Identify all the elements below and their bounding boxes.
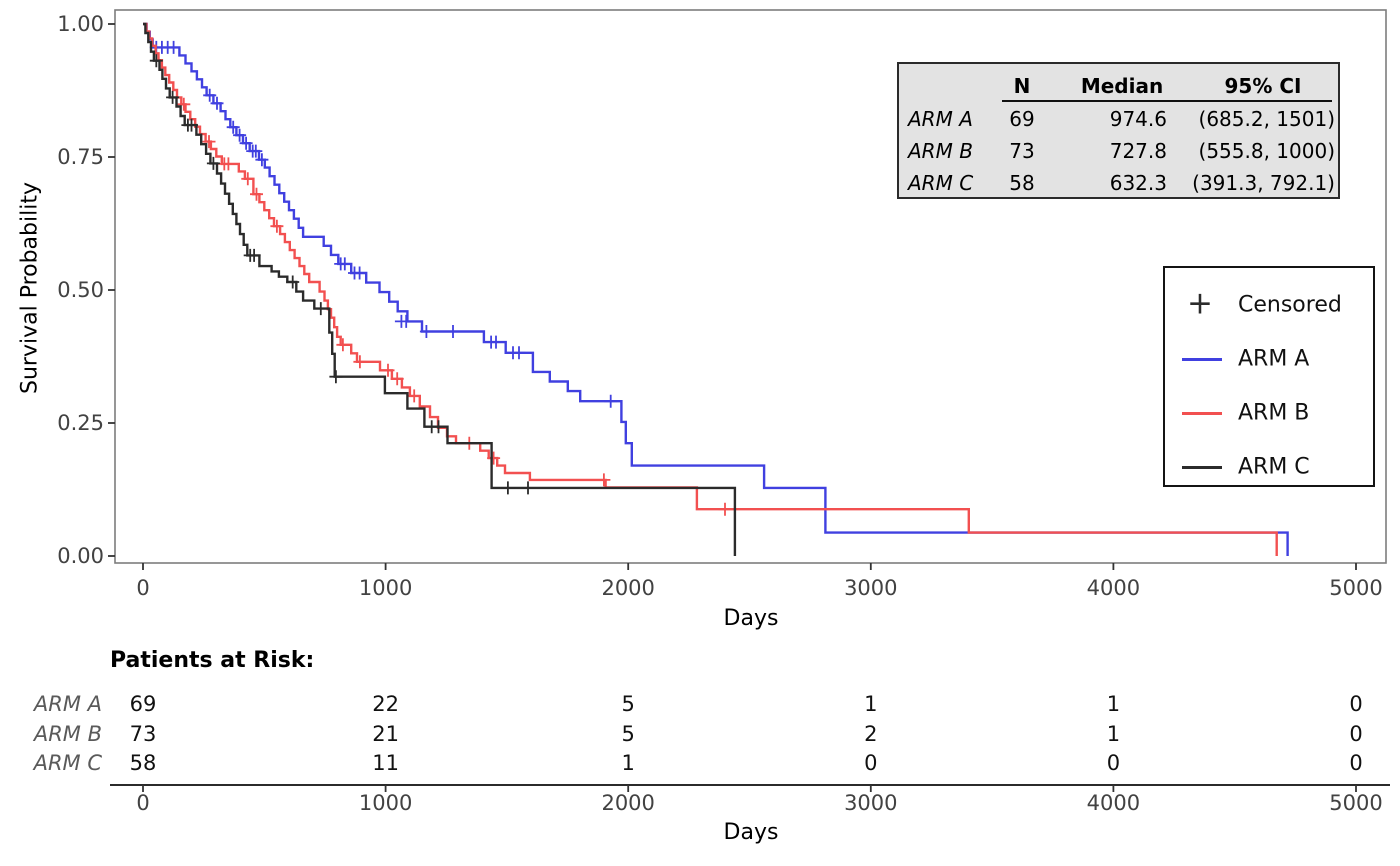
legend-line-swatch	[1182, 357, 1222, 361]
stats-col-header: Median	[1080, 74, 1164, 98]
legend-line-swatch	[1182, 411, 1222, 415]
risk-x-tick-label: 5000	[1329, 791, 1383, 815]
stats-col-header: 95% CI	[1224, 74, 1302, 98]
stats-median-value: 632.3	[1109, 171, 1167, 195]
stats-n-value: 69	[1009, 107, 1035, 131]
risk-count-value: 73	[129, 722, 157, 746]
arm-a-censor-marks	[149, 40, 618, 408]
y-tick-label: 0.75	[57, 145, 104, 169]
legend-arm-label: ARM C	[1238, 454, 1310, 480]
stats-ci-value: (391.3, 792.1)	[1192, 171, 1335, 195]
x-axis-label: Days	[723, 606, 779, 631]
censored-plus-icon: +	[1187, 285, 1213, 322]
risk-count-value: 58	[129, 751, 157, 775]
x-tick-label: 3000	[844, 576, 898, 600]
risk-count-value: 21	[372, 722, 399, 746]
stats-col-header: N	[1013, 74, 1031, 98]
risk-count-value: 0	[1106, 751, 1121, 775]
stats-arm-label: ARM A	[908, 107, 973, 131]
risk-count-value: 1	[621, 751, 635, 775]
stats-ci-value: (685.2, 1501)	[1198, 107, 1335, 131]
y-axis-label: Survival Probability	[17, 182, 43, 394]
x-tick-label: 0	[136, 576, 150, 600]
risk-arm-label: ARM C	[33, 751, 102, 775]
risk-x-tick-label: 0	[136, 791, 150, 815]
stats-median-value: 974.6	[1109, 107, 1167, 131]
risk-count-value: 1	[1106, 692, 1121, 716]
legend-arm-label: ARM A	[1238, 346, 1310, 372]
risk-arm-label: ARM A	[33, 692, 102, 716]
y-tick-label: 1.00	[57, 12, 104, 36]
stats-median-value: 727.8	[1109, 139, 1167, 163]
stats-ci-value: (555.8, 1000)	[1198, 139, 1335, 163]
plot-panel-border	[114, 9, 1387, 564]
stats-n-value: 58	[1009, 171, 1035, 195]
x-tick-label: 2000	[601, 576, 655, 600]
legend-line-swatch	[1182, 465, 1222, 469]
arm-a-curve	[143, 22, 1289, 556]
risk-count-value: 2	[864, 722, 878, 746]
risk-count-value: 0	[1349, 751, 1363, 775]
risk-count-value: 0	[1349, 692, 1363, 716]
risk-count-value: 69	[129, 692, 157, 716]
risk-x-tick-label: 3000	[844, 791, 898, 815]
arm-c-curve	[143, 22, 737, 556]
risk-x-tick-label: 2000	[601, 791, 655, 815]
x-tick-label: 5000	[1329, 576, 1383, 600]
y-tick-label: 0.25	[57, 411, 104, 435]
y-tick-label: 0.50	[57, 278, 104, 302]
risk-count-value: 22	[372, 692, 399, 716]
arm-c-censor-marks	[149, 54, 535, 495]
legend-arm-label: ARM B	[1238, 400, 1310, 426]
risk-x-tick-label: 1000	[358, 791, 413, 815]
stats-header-rule	[1002, 100, 1332, 102]
stats-arm-label: ARM C	[908, 171, 974, 195]
x-tick-label: 4000	[1086, 576, 1141, 600]
x-tick-label: 1000	[358, 576, 413, 600]
risk-count-value: 0	[1349, 722, 1363, 746]
risk-count-value: 1	[1106, 722, 1121, 746]
risk-count-value: 5	[621, 722, 635, 746]
risk-x-axis-label: Days	[723, 820, 779, 845]
risk-count-value: 5	[621, 692, 635, 716]
stats-n-value: 73	[1009, 139, 1035, 163]
risk-arm-label: ARM B	[33, 722, 102, 746]
y-tick-label: 0.00	[57, 544, 104, 568]
legend-box: + Censored ARM A ARM B ARM C	[1163, 266, 1375, 487]
stats-arm-label: ARM B	[908, 139, 973, 163]
legend-censored-label: Censored	[1238, 292, 1342, 318]
risk-table-title: Patients at Risk:	[110, 648, 315, 673]
risk-x-tick-label: 4000	[1086, 791, 1141, 815]
summary-stats-table: N Median 95% CI ARM A 69 974.6 (685.2, 1501) AR…	[897, 62, 1340, 199]
risk-count-value: 11	[372, 751, 399, 775]
risk-count-value: 1	[864, 692, 878, 716]
risk-count-value: 0	[864, 751, 878, 775]
